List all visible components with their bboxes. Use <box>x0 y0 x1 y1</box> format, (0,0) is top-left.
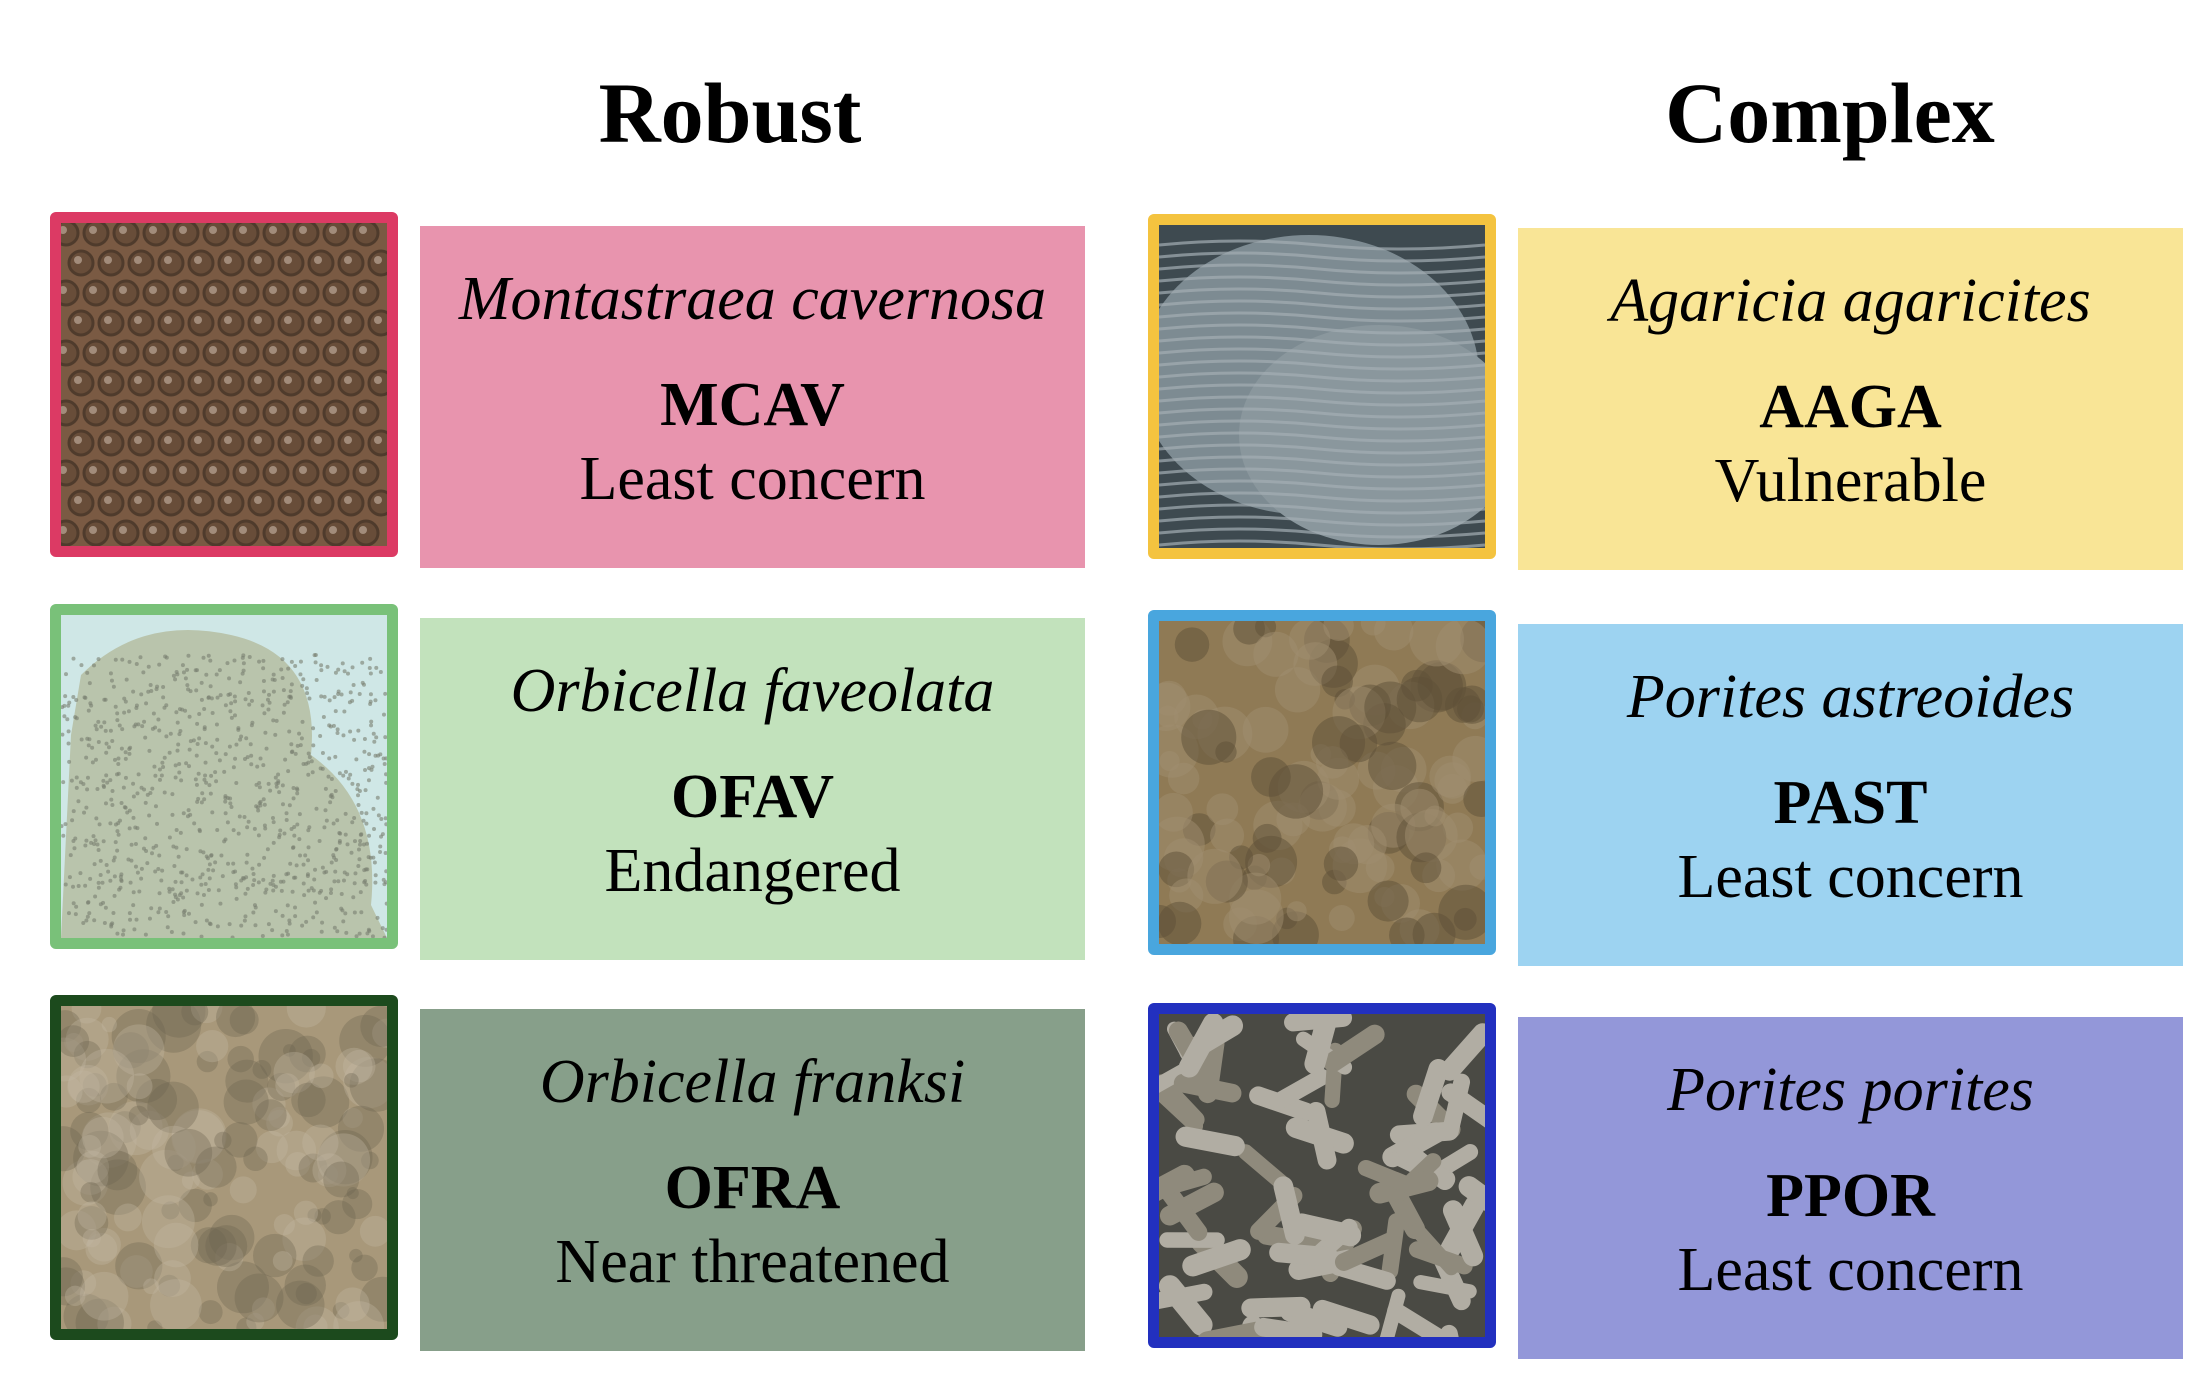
species-code: PPOR <box>1766 1162 1935 1230</box>
conservation-status: Vulnerable <box>1714 447 1987 515</box>
species-code: OFRA <box>664 1154 841 1222</box>
species-code: PAST <box>1773 769 1928 837</box>
coral-texture-icon <box>61 223 387 546</box>
species-name: Agaricia agaricites <box>1610 267 2091 335</box>
coral-texture-icon <box>61 1006 387 1329</box>
coral-photo <box>1148 610 1496 955</box>
coral-info-panel: Orbicella faveolata OFAV Endangered <box>420 618 1085 960</box>
coral-photo <box>50 604 398 949</box>
coral-texture-icon <box>61 615 387 938</box>
conservation-status: Least concern <box>579 445 926 513</box>
coral-card-ofra: Orbicella franksi OFRA Near threatened <box>50 995 1085 1351</box>
coral-texture-icon <box>1159 621 1485 944</box>
conservation-status: Near threatened <box>555 1228 950 1296</box>
coral-card-aaga: Agaricia agaricites AAGA Vulnerable <box>1148 214 2183 570</box>
species-name: Porites astreoides <box>1626 663 2075 731</box>
heading-complex: Complex <box>1665 65 1995 161</box>
species-name: Montastraea cavernosa <box>458 265 1047 333</box>
coral-card-ppor: Porites porites PPOR Least concern <box>1148 1003 2183 1359</box>
species-code: OFAV <box>670 763 835 831</box>
coral-photo <box>1148 214 1496 559</box>
coral-card-ofav: Orbicella faveolata OFAV Endangered <box>50 604 1085 960</box>
species-name: Orbicella franksi <box>539 1048 966 1116</box>
coral-photo <box>50 995 398 1340</box>
coral-info-panel: Agaricia agaricites AAGA Vulnerable <box>1518 228 2183 570</box>
coral-info-panel: Porites astreoides PAST Least concern <box>1518 624 2183 966</box>
conservation-status: Least concern <box>1677 843 2024 911</box>
species-name: Porites porites <box>1667 1056 2034 1124</box>
coral-texture-icon <box>1159 1014 1485 1337</box>
coral-card-mcav: Montastraea cavernosa MCAV Least concern <box>50 212 1085 568</box>
coral-texture-icon <box>1159 225 1485 548</box>
species-code: AAGA <box>1759 373 1942 441</box>
species-name: Orbicella faveolata <box>510 657 995 725</box>
heading-robust: Robust <box>598 65 862 161</box>
coral-card-past: Porites astreoides PAST Least concern <box>1148 610 2183 966</box>
species-code: MCAV <box>660 371 845 439</box>
conservation-status: Endangered <box>604 837 901 905</box>
conservation-status: Least concern <box>1677 1236 2024 1304</box>
coral-photo <box>1148 1003 1496 1348</box>
coral-info-panel: Orbicella franksi OFRA Near threatened <box>420 1009 1085 1351</box>
coral-photo <box>50 212 398 557</box>
coral-info-panel: Porites porites PPOR Least concern <box>1518 1017 2183 1359</box>
coral-info-panel: Montastraea cavernosa MCAV Least concern <box>420 226 1085 568</box>
